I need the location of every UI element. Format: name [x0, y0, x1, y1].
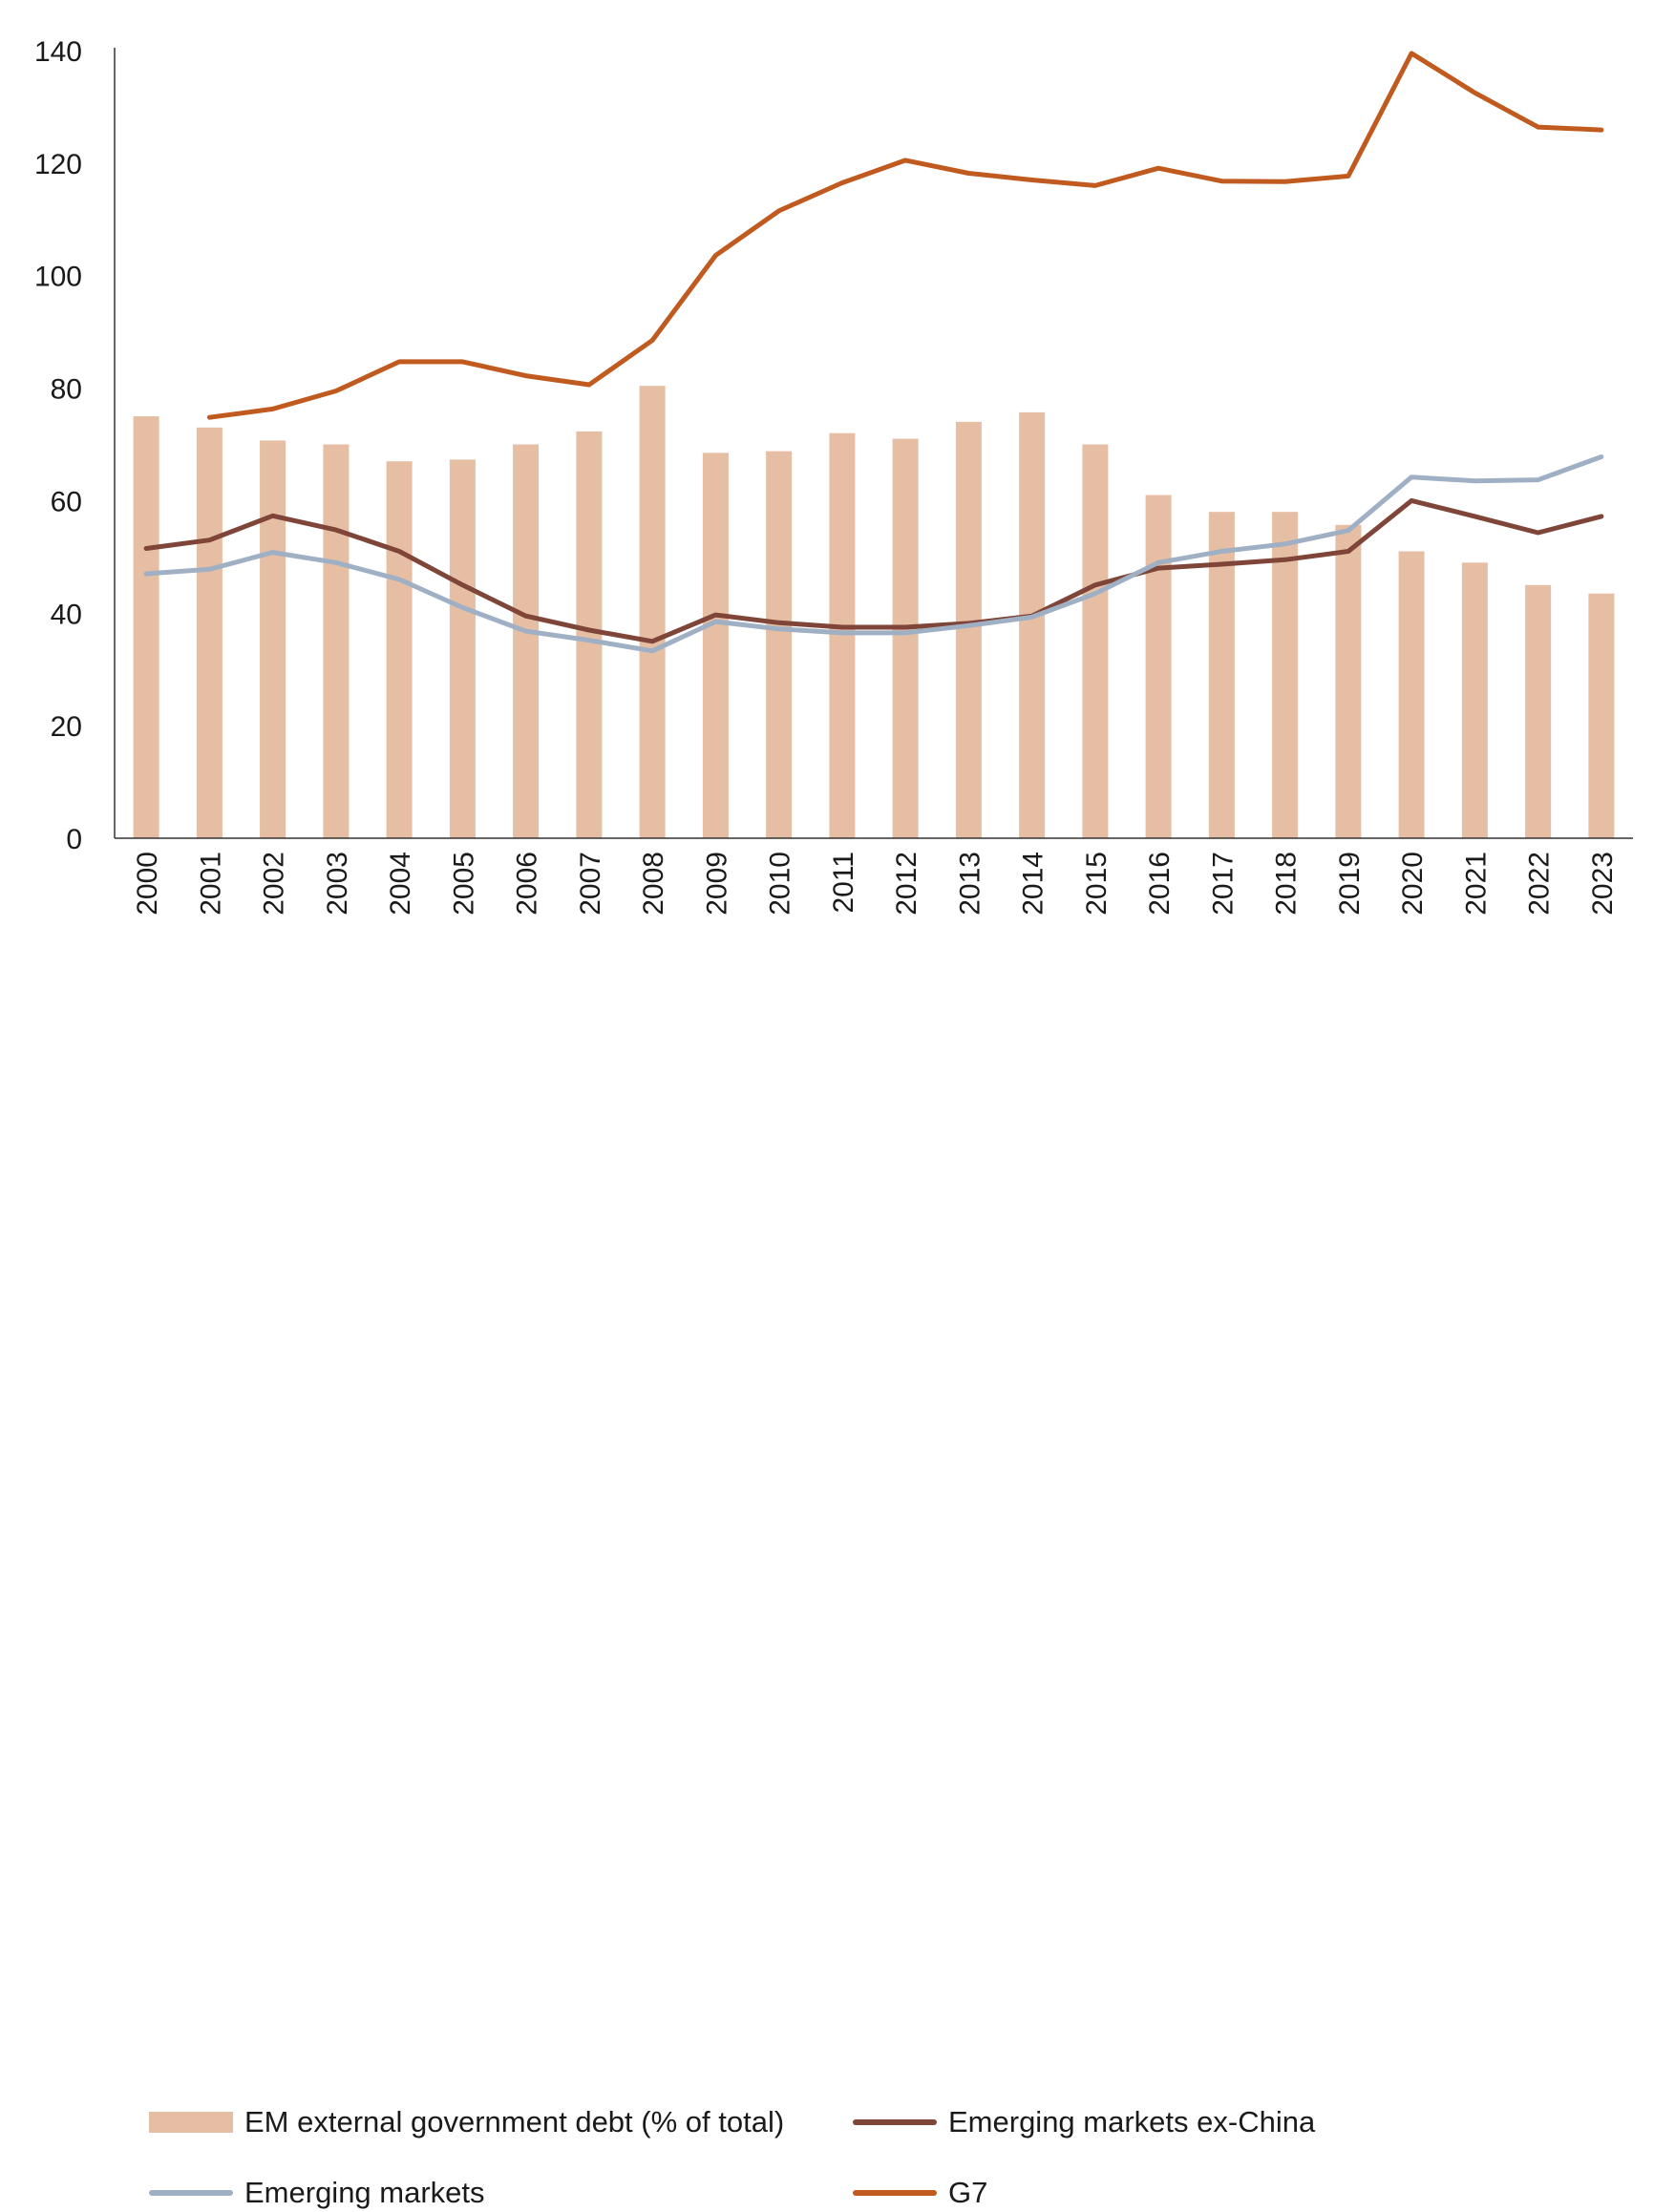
legend-label-g7: G7: [948, 2176, 988, 2209]
x-tick-label: 2011: [828, 852, 859, 914]
y-tick-label: 120: [34, 149, 82, 180]
bar-2009: [702, 453, 729, 838]
y-tick-label: 0: [66, 824, 82, 855]
y-tick-label: 100: [34, 262, 82, 293]
y-tick-label: 40: [51, 599, 82, 630]
bar-2001: [196, 427, 223, 838]
bar-2020: [1398, 551, 1425, 838]
x-tick-label: 2014: [1018, 852, 1050, 916]
bar-2022: [1525, 584, 1552, 838]
bar-2000: [133, 416, 159, 838]
legend-swatch-g7: [853, 2190, 937, 2196]
line-series-g7: [206, 51, 1604, 420]
bar-2004: [386, 461, 413, 838]
x-tick-label: 2008: [638, 852, 669, 916]
bar-2023: [1588, 593, 1615, 838]
legend-item-emerging-markets: Emerging markets: [149, 2174, 485, 2212]
bar-2014: [1019, 411, 1046, 838]
x-tick-label: 2007: [575, 852, 606, 916]
x-tick-label: 2006: [512, 852, 543, 916]
bar-2007: [576, 431, 603, 838]
y-tick-label: 80: [51, 374, 82, 406]
x-tick-label: 2002: [259, 852, 290, 916]
x-tick-label: 2009: [701, 852, 732, 916]
bar-2003: [323, 444, 350, 838]
x-tick-label: 2022: [1524, 852, 1556, 916]
bar-2008: [639, 386, 666, 838]
chart-svg: 0 20 40 60 80 100 120 140 2000 2001 2002 2003 2004 20…: [34, 36, 1633, 916]
bar-2018: [1272, 512, 1299, 838]
legend-swatch-emerging-markets: [149, 2190, 233, 2196]
x-tick-label: 2000: [132, 852, 163, 916]
x-tick-label: 2003: [322, 852, 353, 916]
bar-2013: [955, 421, 982, 838]
x-tick-label: 2019: [1334, 852, 1366, 916]
bar-2012: [892, 438, 919, 838]
legend-label-em-ex-china: Emerging markets ex-China: [948, 2105, 1316, 2138]
bar-2016: [1145, 495, 1172, 838]
bar-2019: [1335, 524, 1362, 838]
x-tick-label: 2021: [1460, 852, 1492, 916]
line-series-emerging-markets-ex-china: [143, 497, 1604, 644]
x-tick-label: 2023: [1587, 852, 1619, 916]
legend-item-em-ex-china: Emerging markets ex-China: [853, 2103, 1315, 2141]
legend-label-emerging-markets: Emerging markets: [244, 2176, 485, 2209]
legend-item-em-external-debt: EM external government debt (% of total): [149, 2103, 784, 2141]
bar-2005: [449, 459, 476, 838]
x-tick-label: 2017: [1207, 852, 1239, 916]
x-tick-label: 2020: [1397, 852, 1429, 916]
legend-label-em-external-debt: EM external government debt (% of total): [244, 2105, 785, 2138]
bar-2011: [829, 432, 856, 838]
line-series-emerging-markets: [143, 454, 1604, 654]
x-tick-label: 2015: [1081, 852, 1113, 916]
y-tick-label: 140: [34, 36, 82, 68]
y-tick-label: 60: [51, 486, 82, 517]
bar-2002: [260, 440, 286, 838]
x-tick-label: 2016: [1144, 852, 1176, 916]
y-tick-label: 20: [51, 711, 82, 743]
x-tick-label: 2012: [891, 852, 922, 916]
x-tick-label: 2013: [954, 852, 986, 916]
bar-2010: [766, 451, 793, 838]
x-tick-label: 2004: [385, 852, 416, 916]
x-tick-label: 2010: [765, 852, 796, 916]
bar-2017: [1208, 512, 1235, 838]
bar-series: [133, 386, 1615, 839]
legend-swatch-em-ex-china: [853, 2119, 937, 2125]
chart: 0 20 40 60 80 100 120 140 2000 2001 2002 2003 2004 20…: [34, 36, 1633, 2209]
x-tick-label: 2001: [195, 852, 226, 916]
legend-item-g7: G7: [853, 2174, 987, 2212]
legend-swatch-bar: [149, 2112, 233, 2133]
bar-2015: [1082, 444, 1109, 838]
bar-2006: [513, 444, 540, 838]
bar-2021: [1461, 562, 1488, 839]
x-tick-label: 2018: [1271, 852, 1303, 916]
x-tick-label: 2005: [448, 852, 479, 916]
